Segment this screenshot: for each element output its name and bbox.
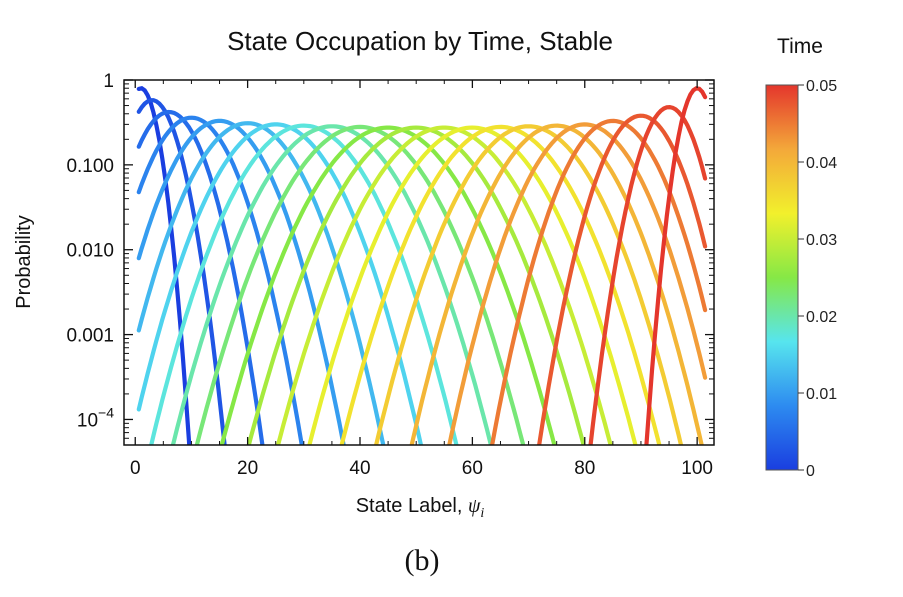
x-tick-label: 60 [462,458,483,479]
colorbar-tick-label: 0.03 [806,232,837,249]
curve-t8 [170,124,494,445]
figure-caption: (b) [405,544,440,577]
y-tick-label: 1 [103,71,114,92]
y-tick-label: 0.100 [66,156,114,177]
curve-t3 [136,115,304,445]
curve-t9 [194,124,526,445]
y-tick-label: 10−4 [77,404,114,431]
x-tick-label: 20 [237,458,258,479]
curve-t21 [644,86,708,445]
curve-t16 [409,123,704,445]
curve-t6 [136,122,424,445]
x-tick-label: 0 [130,458,141,479]
curve-t10 [219,125,557,445]
curve-t13 [307,125,638,445]
y-axis-label: Probability [13,215,35,308]
curve-t11 [246,125,586,445]
colorbar-tick-label: 0.02 [806,309,837,326]
x-axis: 0 20 40 60 80 100 [130,80,713,479]
curve-t1 [136,98,227,445]
curve-t7 [149,123,459,445]
x-axis-label: State Label, ψi [356,495,485,521]
x-tick-label: 40 [349,458,370,479]
colorbar [765,84,799,471]
colorbar-tick-label: 0.05 [806,78,837,95]
colorbar-title: Time [777,35,823,58]
colorbar-ticks: 0 0.01 0.02 0.03 0.04 0.05 [798,78,837,480]
colorbar-tick-label: 0.01 [806,386,837,403]
curve-t20 [588,104,708,445]
colorbar-tick-label: 0.04 [806,155,837,172]
x-tick-label: 100 [681,458,713,479]
curve-t2 [136,109,265,445]
curve-t15 [373,124,684,445]
chart-title: State Occupation by Time, Stable [227,26,613,56]
curve-t17 [447,122,708,445]
x-tick-label: 80 [574,458,595,479]
y-axis: 1 0.100 0.010 0.001 10−4 [66,71,714,439]
colorbar-tick-label: 0 [806,463,815,480]
y-tick-label: 0.001 [66,326,114,347]
curve-t12 [275,125,613,445]
y-tick-label: 0.010 [66,241,114,262]
curve-group [136,86,708,445]
